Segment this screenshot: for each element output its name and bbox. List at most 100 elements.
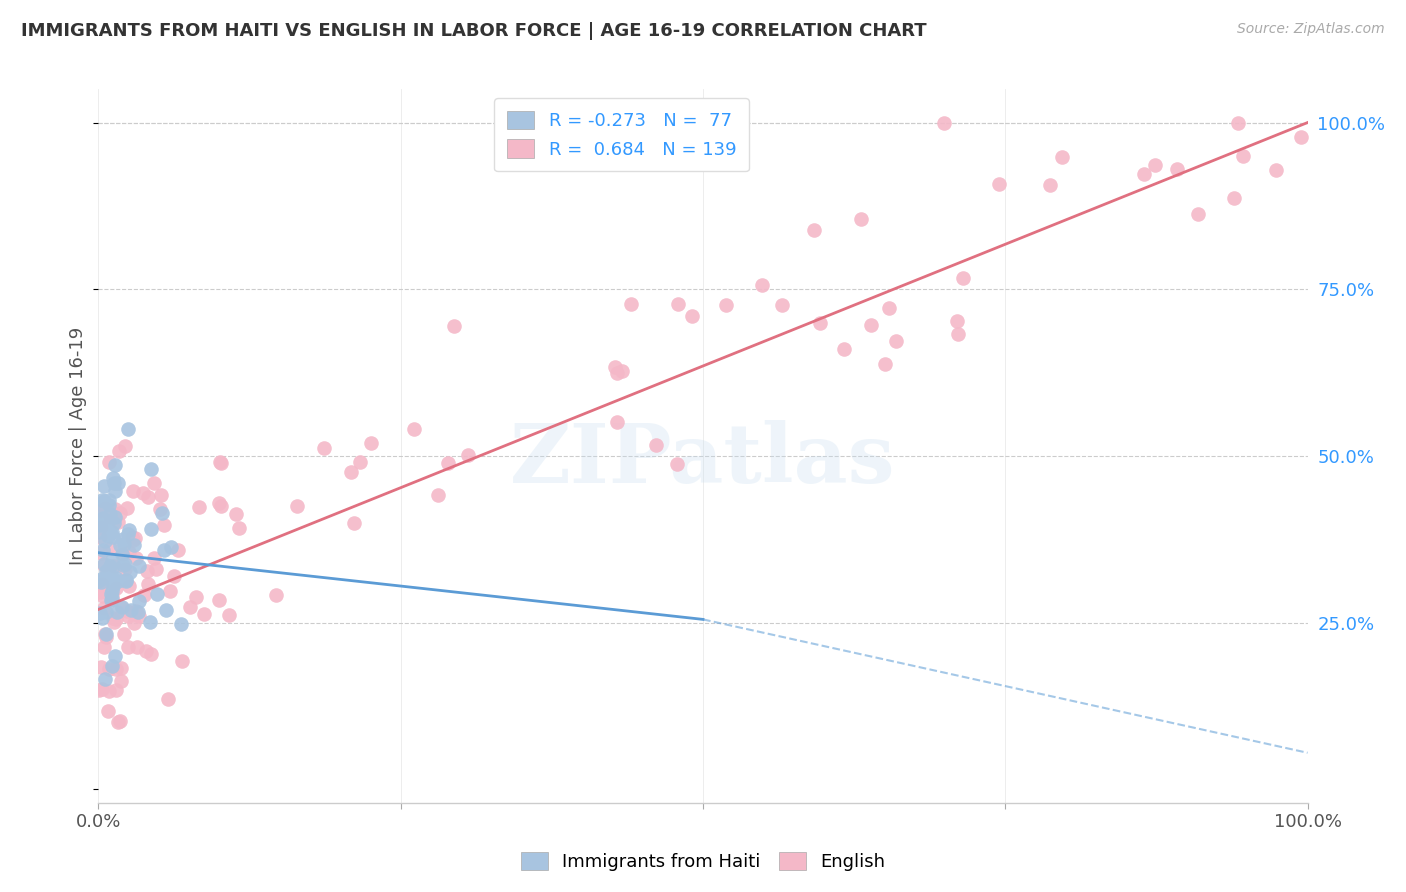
Point (851, 211, 873, 226)
Point (115, 574, 138, 588)
Point (112, 558, 135, 573)
Legend: R = -0.273   N =  77, R =  0.684   N = 139: R = -0.273 N = 77, R = 0.684 N = 139 (495, 98, 749, 171)
Point (103, 558, 125, 573)
Point (619, 297, 641, 311)
Point (93, 590, 115, 604)
Point (108, 714, 131, 729)
Point (90, 493, 112, 508)
Point (90, 660, 112, 674)
Point (97, 492, 120, 507)
Point (93, 479, 115, 493)
Point (115, 605, 138, 619)
Point (104, 458, 127, 473)
Point (150, 488, 173, 502)
Point (101, 579, 124, 593)
Point (606, 366, 628, 380)
Point (340, 465, 363, 479)
Point (946, 314, 969, 328)
Point (127, 605, 149, 619)
Point (97, 514, 120, 528)
Point (112, 547, 135, 561)
Point (225, 507, 247, 521)
Point (172, 655, 194, 669)
Point (1232, 149, 1254, 163)
Point (101, 583, 124, 598)
Point (98, 506, 121, 520)
Point (115, 573, 138, 587)
Point (94, 564, 117, 578)
Point (115, 501, 138, 516)
Point (100, 592, 122, 607)
Point (103, 516, 125, 530)
Point (97, 571, 120, 585)
Point (153, 517, 176, 532)
Point (145, 586, 167, 600)
Point (87, 683, 110, 698)
Point (209, 455, 232, 469)
Point (426, 488, 449, 502)
Point (90, 546, 112, 560)
Point (360, 436, 382, 450)
Point (97, 704, 120, 718)
Point (122, 533, 145, 547)
Point (117, 523, 139, 537)
Point (118, 579, 141, 593)
Point (149, 502, 172, 516)
Point (932, 115, 955, 129)
Point (1144, 157, 1167, 171)
Point (107, 574, 129, 588)
Point (94, 627, 117, 641)
Point (714, 298, 737, 312)
Point (104, 683, 127, 698)
Point (100, 509, 122, 524)
Point (96, 627, 118, 641)
Point (610, 364, 633, 378)
Point (218, 608, 240, 623)
Point (112, 532, 135, 546)
Point (110, 538, 132, 552)
Point (443, 319, 465, 334)
Point (152, 543, 174, 558)
Point (125, 603, 148, 617)
Point (90, 574, 112, 589)
Point (93, 494, 115, 508)
Point (160, 540, 183, 554)
Point (93, 543, 115, 558)
Point (118, 545, 141, 559)
Point (94, 533, 117, 548)
Point (114, 562, 136, 576)
Text: IMMIGRANTS FROM HAITI VS ENGLISH IN LABOR FORCE | AGE 16-19 CORRELATION CHART: IMMIGRANTS FROM HAITI VS ENGLISH IN LABO… (21, 22, 927, 40)
Point (89, 573, 111, 587)
Text: Source: ZipAtlas.com: Source: ZipAtlas.com (1237, 22, 1385, 37)
Point (141, 647, 163, 661)
Point (122, 538, 145, 552)
Point (457, 448, 479, 462)
Point (98, 663, 121, 677)
Point (125, 640, 148, 654)
Point (143, 475, 166, 490)
Point (98, 524, 121, 539)
Point (135, 644, 157, 658)
Y-axis label: In Labor Force | Age 16-19: In Labor Force | Age 16-19 (69, 326, 87, 566)
Point (121, 530, 143, 544)
Point (264, 588, 287, 602)
Point (873, 357, 896, 371)
Point (104, 581, 127, 595)
Point (107, 715, 129, 730)
Point (145, 562, 167, 576)
Point (100, 541, 122, 555)
Point (89, 504, 111, 518)
Point (877, 301, 900, 315)
Point (101, 471, 124, 485)
Point (1289, 129, 1312, 144)
Point (100, 524, 122, 539)
Point (98, 507, 121, 521)
Point (91, 682, 114, 697)
Point (832, 342, 855, 356)
Point (1166, 161, 1188, 176)
Point (87, 524, 110, 539)
Point (139, 462, 162, 476)
Point (93, 640, 115, 654)
Point (89, 530, 111, 544)
Point (103, 484, 125, 499)
